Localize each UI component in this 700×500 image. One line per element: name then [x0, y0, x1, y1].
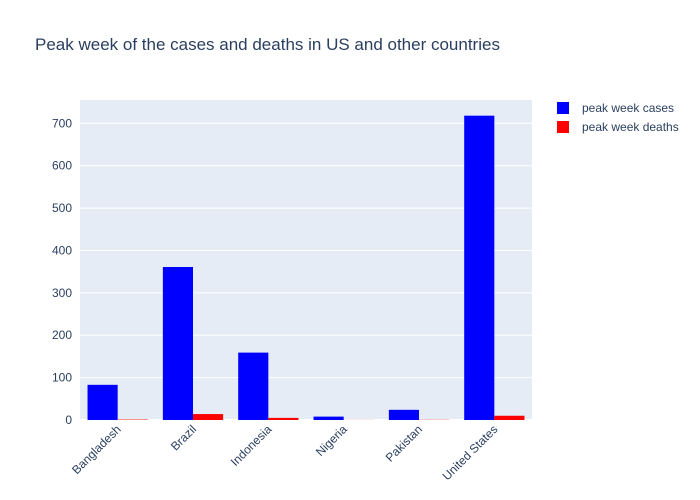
y-tick-label: 500	[52, 201, 72, 215]
bar-deaths-brazil[interactable]	[193, 414, 224, 420]
y-tick-label: 0	[65, 413, 72, 427]
x-tick-label: Nigeria	[313, 422, 350, 459]
bars	[87, 115, 525, 420]
bar-deaths-united-states[interactable]	[494, 415, 525, 420]
legend-swatch	[557, 121, 569, 133]
bar-cases-brazil[interactable]	[162, 266, 193, 420]
x-tick-label: Brazil	[168, 422, 199, 453]
x-axis-ticks: Bangladesh Brazil Indonesia Nigeria Pakistan…	[69, 422, 500, 483]
y-tick-label: 700	[52, 116, 72, 130]
y-axis-ticks: 0 100 200 300 400 500 600 700	[52, 116, 72, 427]
bar-cases-nigeria[interactable]	[313, 416, 344, 420]
legend-item[interactable]: peak week deaths	[557, 120, 679, 134]
legend[interactable]: peak week cases peak week deaths	[557, 101, 679, 134]
y-tick-label: 400	[52, 243, 72, 257]
plot-area	[80, 100, 532, 420]
bar-cases-pakistan[interactable]	[388, 409, 419, 420]
legend-swatch	[557, 102, 569, 114]
gridlines	[80, 122, 532, 421]
legend-label: peak week deaths	[582, 120, 679, 134]
x-tick-label: Indonesia	[228, 422, 275, 469]
y-tick-label: 100	[52, 371, 72, 385]
bar-cases-indonesia[interactable]	[238, 352, 269, 420]
x-tick-label: Bangladesh	[69, 422, 124, 477]
bar-cases-bangladesh[interactable]	[87, 384, 118, 420]
y-tick-label: 200	[52, 328, 72, 342]
x-tick-label: United States	[440, 422, 501, 483]
y-tick-label: 600	[52, 159, 72, 173]
x-tick-label: Pakistan	[383, 422, 425, 464]
legend-label: peak week cases	[582, 101, 674, 115]
y-tick-label: 300	[52, 286, 72, 300]
legend-item[interactable]: peak week cases	[557, 101, 674, 115]
bar-deaths-indonesia[interactable]	[268, 417, 299, 420]
bar-cases-united-states[interactable]	[464, 115, 495, 420]
chart-title: Peak week of the cases and deaths in US …	[35, 35, 500, 54]
